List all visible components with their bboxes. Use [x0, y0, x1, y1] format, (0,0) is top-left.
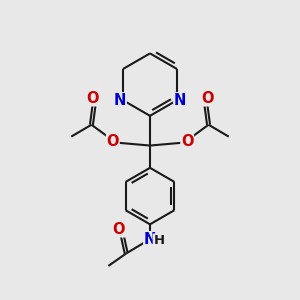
Text: O: O — [201, 91, 213, 106]
Text: O: O — [112, 222, 125, 237]
Text: N: N — [174, 93, 186, 108]
Text: N: N — [144, 232, 156, 247]
Text: N: N — [114, 93, 126, 108]
Text: H: H — [153, 234, 164, 247]
Text: O: O — [181, 134, 194, 149]
Text: O: O — [87, 91, 99, 106]
Text: O: O — [106, 134, 119, 149]
